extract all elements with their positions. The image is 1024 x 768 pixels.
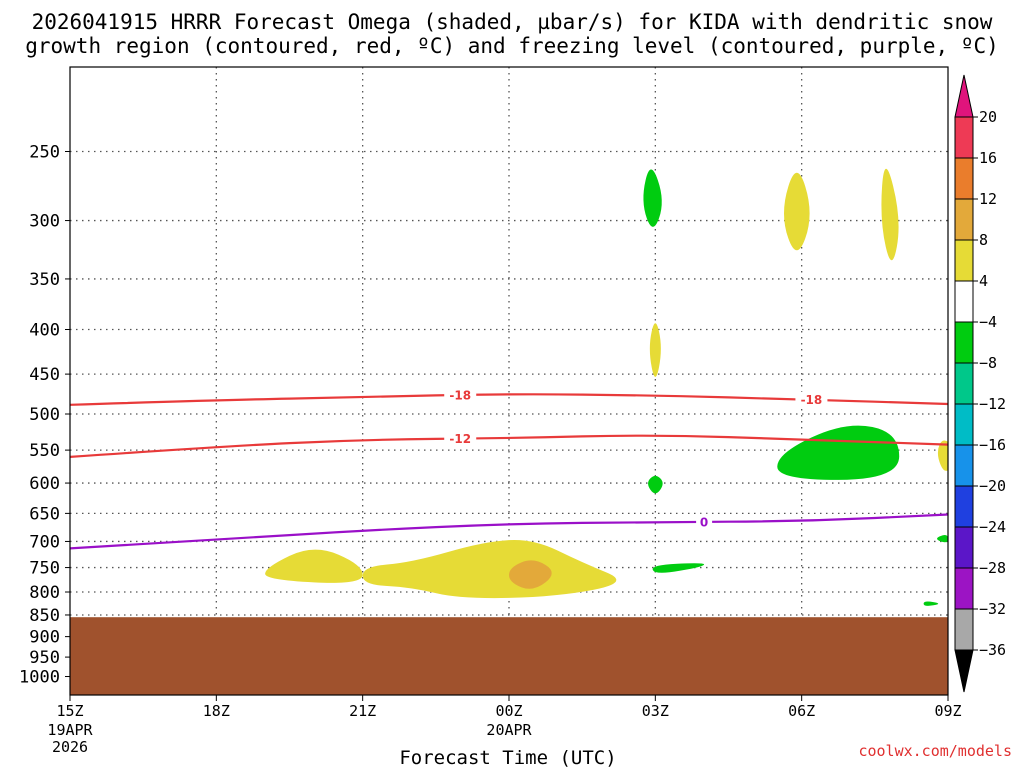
- colorbar-swatch: [954, 239, 974, 282]
- y-tick-label: 1000: [19, 668, 60, 688]
- colorbar-swatch: [954, 526, 974, 569]
- credit-text: coolwx.com/models: [858, 742, 1012, 760]
- chart-title-line2: growth region (contoured, red, ºC) and f…: [25, 34, 999, 58]
- x-tick-label: 00Z: [495, 702, 522, 720]
- y-axis: 2503003504004505005506006507007508008509…: [19, 143, 70, 688]
- omega-region: [643, 169, 662, 227]
- colorbar-label: −32: [979, 600, 1006, 618]
- x-date-label: 19APR: [47, 721, 93, 739]
- x-axis-title: Forecast Time (UTC): [399, 747, 616, 768]
- colorbar-swatch: [954, 280, 974, 323]
- colorbar-label: 16: [979, 149, 997, 167]
- contour-label: -18: [801, 393, 823, 407]
- colorbar-swatch: [954, 403, 974, 446]
- colorbar-label: −20: [979, 477, 1006, 495]
- colorbar-label: −4: [979, 313, 997, 331]
- y-tick-label: 300: [29, 212, 60, 232]
- y-tick-label: 600: [29, 474, 60, 494]
- y-tick-label: 850: [29, 606, 60, 626]
- chart-title-line1: 2026041915 HRRR Forecast Omega (shaded, …: [31, 10, 993, 34]
- contour-label-bg: [444, 430, 477, 446]
- x-tick-label: 06Z: [788, 702, 815, 720]
- below-ground-fill: [70, 617, 948, 695]
- contour-label-bg: [795, 391, 828, 407]
- omega-region: [362, 539, 617, 599]
- colorbar-label: 4: [979, 272, 988, 290]
- y-tick-label: 550: [29, 441, 60, 461]
- omega-region: [937, 535, 948, 543]
- x-date-label: 20APR: [486, 721, 532, 739]
- x-tick-label: 18Z: [203, 702, 230, 720]
- colorbar-swatch: [954, 485, 974, 528]
- y-tick-label: 900: [29, 628, 60, 648]
- omega-region: [777, 425, 900, 480]
- y-tick-label: 500: [29, 405, 60, 425]
- omega-region: [937, 440, 948, 471]
- y-tick-label: 800: [29, 583, 60, 603]
- omega-region: [923, 601, 939, 606]
- omega-shading: [265, 168, 948, 606]
- y-tick-label: 700: [29, 532, 60, 552]
- colorbar-bottom-arrow: [954, 649, 974, 693]
- colorbar-swatch: [954, 198, 974, 241]
- y-tick-label: 650: [29, 504, 60, 524]
- colorbar-label: 20: [979, 108, 997, 126]
- terrain-below-ground: [70, 617, 948, 695]
- colorbar-label: 12: [979, 190, 997, 208]
- x-tick-label: 21Z: [349, 702, 376, 720]
- x-tick-label: 03Z: [642, 702, 669, 720]
- colorbar-swatch: [954, 444, 974, 487]
- colorbar-label: −28: [979, 559, 1006, 577]
- contour-label: 0: [700, 515, 708, 529]
- colorbar-top-arrow: [954, 74, 974, 118]
- colorbar-swatch: [954, 321, 974, 364]
- x-tick-label: 09Z: [934, 702, 961, 720]
- contour-line: [70, 393, 948, 406]
- colorbar-swatch: [954, 567, 974, 610]
- contour-label-bg: [696, 513, 713, 529]
- y-tick-label: 950: [29, 648, 60, 668]
- plot-area: [70, 67, 948, 695]
- colorbar-swatch: [954, 608, 974, 651]
- colorbar-label: −8: [979, 354, 997, 372]
- colorbar-label: −16: [979, 436, 1006, 454]
- colorbar: 20 16 12 8 4 −4 −8 −12 −16 −20 −24 −28 −32 −36: [954, 74, 1006, 693]
- y-tick-label: 350: [29, 270, 60, 290]
- contour-label: -12: [449, 432, 471, 446]
- colorbar-swatch: [954, 362, 974, 405]
- colorbar-swatch: [954, 157, 974, 200]
- y-tick-label: 450: [29, 365, 60, 385]
- x-tick-label: 15Z: [56, 702, 83, 720]
- contour-label-bg: [444, 386, 477, 402]
- x-year-label: 2026: [52, 738, 88, 756]
- omega-region: [509, 560, 552, 589]
- omega-region: [648, 475, 663, 494]
- omega-region: [649, 323, 661, 377]
- y-tick-label: 750: [29, 559, 60, 579]
- colorbar-label: −12: [979, 395, 1006, 413]
- contour-line: [70, 434, 948, 458]
- colorbar-swatch: [954, 116, 974, 159]
- colorbar-label: −36: [979, 641, 1006, 659]
- contour-lines: -18 -18 -12 0: [70, 386, 948, 550]
- y-tick-label: 250: [29, 143, 60, 163]
- y-tick-label: 400: [29, 321, 60, 341]
- contour-label: -18: [449, 388, 471, 402]
- omega-region: [881, 168, 899, 261]
- contour-line: [70, 513, 948, 550]
- omega-region: [652, 563, 705, 573]
- omega-region: [784, 172, 810, 251]
- omega-region: [265, 549, 363, 583]
- colorbar-label: −24: [979, 518, 1006, 536]
- colorbar-label: 8: [979, 231, 988, 249]
